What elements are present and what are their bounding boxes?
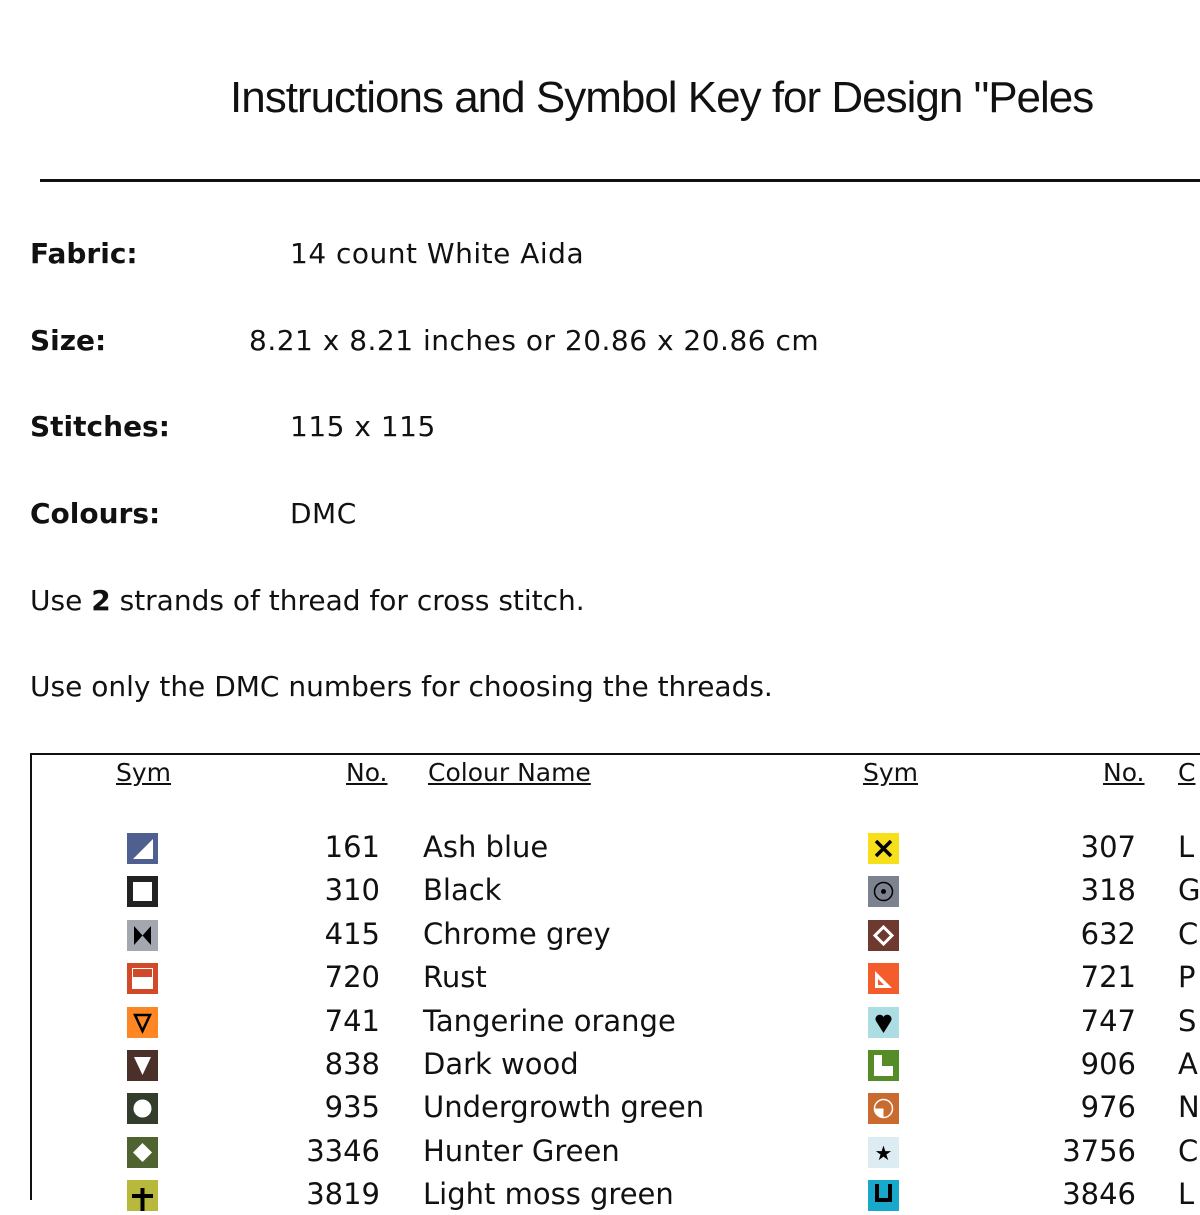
colour-name: Undergrowth green [423, 1090, 705, 1125]
dmc-number: 838 [324, 1047, 380, 1081]
dmc-number: 721 [1080, 960, 1136, 995]
dmc-number: 318 [1080, 873, 1136, 908]
dmc-number: 3346 [306, 1133, 380, 1168]
dmc-number: 307 [1080, 830, 1136, 864]
l-shape-icon [868, 1050, 899, 1081]
half-bar-icon [127, 963, 158, 995]
size-label: Size: [30, 324, 107, 357]
colour-name: N [1178, 1090, 1200, 1125]
strands-pre: Use [30, 584, 92, 617]
bowtie-icon [127, 919, 158, 951]
colour-name: G [1178, 873, 1200, 908]
dmc-number: 747 [1080, 1003, 1136, 1038]
dmc-number: 720 [324, 960, 380, 995]
colour-name: L [1178, 1177, 1195, 1212]
dmc-number: 935 [324, 1090, 380, 1125]
dmc-number: 741 [324, 1003, 380, 1038]
header-no-right: No. [1103, 758, 1145, 787]
size-value: 8.21 x 8.21 inches or 20.86 x 20.86 cm [249, 324, 820, 357]
header-sym-left: Sym [116, 758, 172, 787]
symbol-key-table [30, 753, 1200, 1200]
circle-dot-icon [868, 876, 899, 908]
dmc-number: 3819 [306, 1177, 380, 1212]
fabric-label: Fabric: [30, 237, 138, 270]
dmc-number: 632 [1080, 916, 1136, 951]
colour-name: Dark wood [423, 1047, 579, 1081]
strands-count: 2 [91, 584, 111, 617]
colour-name: S [1178, 1003, 1197, 1038]
plus-icon [127, 1180, 158, 1212]
diamond-outline-icon [868, 919, 899, 951]
dmc-number: 976 [1080, 1090, 1136, 1125]
strands-post: strands of thread for cross stitch. [110, 584, 585, 617]
colour-name: C [1178, 1133, 1199, 1168]
fabric-value: 14 count White Aida [290, 237, 585, 270]
colour-name: P [1178, 960, 1196, 995]
dmc-number: 3756 [1062, 1133, 1136, 1168]
triangle-corner-icon [127, 833, 158, 864]
triangle-down-icon [127, 1050, 158, 1081]
colours-value: DMC [290, 497, 357, 530]
circle-icon [127, 1093, 158, 1125]
header-sym-right: Sym [863, 758, 919, 787]
dmc-number: 906 [1080, 1047, 1136, 1081]
dmc-number: 415 [324, 916, 380, 951]
colour-name: L [1178, 830, 1195, 864]
colour-name: Rust [423, 960, 487, 995]
star-icon: ★ [868, 1136, 899, 1168]
title-divider [40, 179, 1200, 182]
colour-name: Tangerine orange [423, 1003, 676, 1038]
colour-name: Hunter Green [423, 1133, 620, 1168]
colour-name: Chrome grey [423, 916, 611, 951]
heart-icon [868, 1006, 899, 1038]
svg-text:★: ★ [875, 1141, 893, 1165]
colour-name: Ash blue [423, 830, 549, 864]
set-square-icon [868, 963, 899, 995]
header-name-left: Colour Name [428, 758, 591, 787]
dmc-note: Use only the DMC numbers for choosing th… [30, 670, 773, 703]
header-no-left: No. [346, 758, 388, 787]
dmc-number: 3846 [1062, 1177, 1136, 1212]
colour-name: Light moss green [423, 1177, 674, 1212]
colour-name: A [1178, 1047, 1198, 1081]
stitches-label: Stitches: [30, 410, 170, 443]
triangle-down-outline-icon [127, 1006, 158, 1038]
colour-name: Black [423, 873, 502, 908]
colours-label: Colours: [30, 497, 161, 530]
u-shape-icon [868, 1180, 899, 1212]
page-title: Instructions and Symbol Key for Design "… [230, 73, 1094, 122]
x-mark-icon [868, 833, 899, 864]
dmc-number: 161 [324, 830, 380, 864]
circle-quarter-icon [868, 1093, 899, 1125]
dmc-number: 310 [324, 873, 380, 908]
strands-instruction: Use 2 strands of thread for cross stitch… [30, 584, 585, 617]
header-name-right: C [1178, 758, 1196, 787]
diamond-icon [127, 1136, 158, 1168]
stitches-value: 115 x 115 [290, 410, 436, 443]
hollow-square-icon [127, 876, 158, 908]
colour-name: C [1178, 916, 1199, 951]
